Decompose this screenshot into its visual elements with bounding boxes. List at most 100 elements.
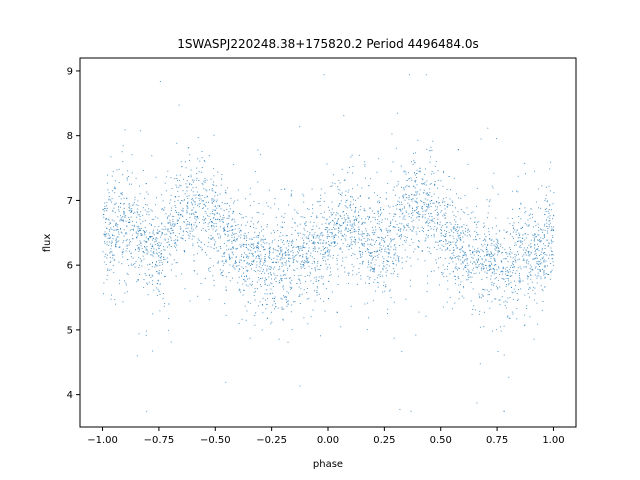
data-point <box>103 210 105 212</box>
data-point <box>321 277 323 279</box>
data-point <box>359 209 361 210</box>
data-point <box>394 270 395 272</box>
data-point <box>340 232 342 234</box>
data-point <box>274 239 276 241</box>
data-point <box>286 235 288 237</box>
data-point <box>514 266 515 268</box>
data-point <box>158 248 160 249</box>
data-point <box>217 205 219 207</box>
data-point <box>425 74 427 76</box>
data-point <box>149 263 151 265</box>
data-point <box>417 245 419 247</box>
data-point <box>106 279 108 281</box>
data-point <box>416 193 418 195</box>
data-point <box>333 245 335 247</box>
data-point <box>275 249 277 251</box>
data-point <box>266 224 268 225</box>
data-point <box>413 185 415 187</box>
data-point <box>545 194 547 196</box>
data-point <box>406 237 408 238</box>
data-point <box>180 227 182 229</box>
data-point <box>373 270 375 272</box>
data-point <box>490 265 491 267</box>
data-point <box>481 258 483 260</box>
data-point <box>485 248 487 250</box>
data-point <box>115 239 117 241</box>
data-point <box>377 282 379 284</box>
data-point <box>217 218 219 220</box>
data-point <box>292 247 294 249</box>
data-point <box>264 254 266 255</box>
data-point <box>440 211 442 213</box>
data-point <box>410 265 412 267</box>
data-point <box>530 246 531 248</box>
data-point <box>179 202 181 204</box>
data-point <box>422 210 424 212</box>
data-point <box>551 228 553 230</box>
data-point <box>504 258 506 260</box>
data-point <box>289 265 291 267</box>
data-point <box>430 228 432 230</box>
data-point <box>501 296 503 298</box>
data-point <box>462 255 464 257</box>
data-point <box>393 254 395 256</box>
data-point <box>372 268 374 270</box>
data-point <box>121 253 123 255</box>
data-point <box>439 240 441 242</box>
data-point <box>332 257 334 259</box>
data-point <box>102 209 104 211</box>
data-point <box>460 249 462 251</box>
data-point <box>113 235 115 237</box>
data-point <box>228 272 230 273</box>
data-point <box>481 278 483 280</box>
data-point <box>163 246 165 248</box>
data-point <box>465 252 466 254</box>
data-point <box>547 200 549 202</box>
data-point <box>291 193 293 195</box>
data-point <box>534 238 535 240</box>
data-point <box>235 247 237 249</box>
data-point <box>462 261 464 263</box>
data-point <box>409 257 411 259</box>
data-point <box>413 152 414 154</box>
data-point <box>365 282 367 284</box>
data-point <box>408 199 410 201</box>
data-point <box>438 257 440 259</box>
data-point <box>478 251 480 253</box>
data-point <box>401 236 402 238</box>
data-point <box>123 213 125 215</box>
data-point <box>317 268 319 270</box>
data-point <box>201 171 203 173</box>
data-point <box>320 213 322 214</box>
data-point <box>354 228 356 230</box>
data-point <box>284 297 286 299</box>
data-point <box>405 210 407 212</box>
data-point <box>137 229 139 231</box>
data-point <box>484 238 486 240</box>
data-point <box>394 254 396 256</box>
data-point <box>158 270 160 272</box>
data-point <box>224 251 226 253</box>
data-point <box>508 317 510 319</box>
data-point <box>523 266 525 268</box>
data-point <box>204 182 206 183</box>
data-point <box>111 294 112 296</box>
data-point <box>345 190 347 192</box>
data-point <box>310 280 312 282</box>
data-point <box>367 266 369 268</box>
data-point <box>364 243 365 245</box>
data-point <box>458 298 460 300</box>
data-point <box>176 244 178 246</box>
data-point <box>239 289 241 291</box>
data-point <box>314 246 316 248</box>
data-point <box>551 242 553 244</box>
data-point <box>265 279 267 281</box>
data-point <box>142 214 144 216</box>
data-point <box>426 220 428 222</box>
data-point <box>346 199 348 201</box>
data-point <box>236 239 238 241</box>
data-point <box>189 300 191 302</box>
data-point <box>369 252 371 253</box>
data-point <box>110 248 112 250</box>
data-point <box>507 315 509 317</box>
